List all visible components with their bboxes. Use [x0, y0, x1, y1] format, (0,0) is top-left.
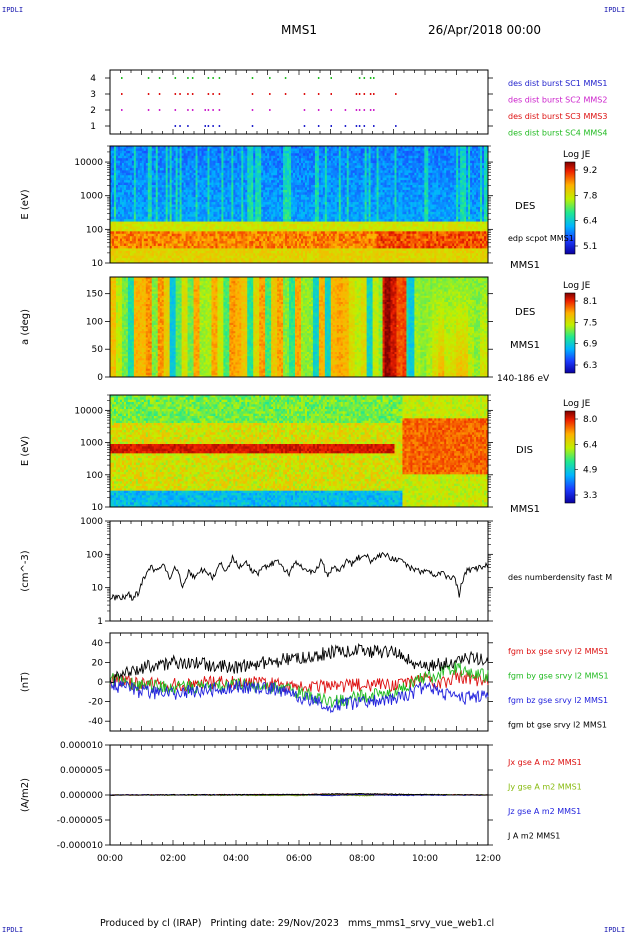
burst-mark-sc4: [359, 77, 361, 79]
burst-mark-sc4: [219, 77, 221, 79]
burst-mark-sc2: [364, 109, 366, 111]
burst-mark-sc1: [356, 125, 358, 127]
burst-mark-sc4: [364, 77, 366, 79]
burst-mark-sc2: [187, 109, 189, 111]
burst-mark-sc1: [345, 125, 347, 127]
burst-mark-sc3: [370, 93, 372, 95]
burst-mark-sc2: [269, 109, 271, 111]
burst-mark-sc3: [373, 93, 375, 95]
burst-mark-sc4: [212, 77, 214, 79]
burst-mark-sc3: [318, 93, 320, 95]
burst-mark-sc3: [159, 93, 161, 95]
burst-mark-sc2: [148, 109, 150, 111]
burst-mark-sc3: [252, 93, 254, 95]
burst-mark-sc2: [304, 109, 306, 111]
burst-mark-sc4: [269, 77, 271, 79]
burst-mark-sc1: [395, 125, 397, 127]
burst-mark-sc1: [331, 125, 333, 127]
burst-mark-sc1: [252, 125, 254, 127]
burst-mark-sc1: [179, 125, 181, 127]
burst-mark-sc4: [175, 77, 177, 79]
burst-mark-sc1: [304, 125, 306, 127]
burst-mark-sc4: [252, 77, 254, 79]
burst-mark-sc3: [359, 93, 361, 95]
burst-mark-sc2: [359, 109, 361, 111]
burst-mark-sc2: [370, 109, 372, 111]
burst-mark-sc2: [205, 109, 207, 111]
burst-mark-sc3: [212, 93, 214, 95]
burst-mark-sc4: [318, 77, 320, 79]
burst-mark-sc3: [356, 93, 358, 95]
burst-legend-sc4: des dist burst SC4 MMS4: [508, 129, 607, 138]
burst-mark-sc3: [269, 93, 271, 95]
burst-mark-sc4: [370, 77, 372, 79]
panel-1-heatmap-cells: [110, 146, 488, 263]
burst-mark-sc1: [205, 125, 207, 127]
burst-mark-sc1: [208, 125, 210, 127]
burst-mark-sc3: [285, 93, 287, 95]
burst-mark-sc4: [285, 77, 287, 79]
burst-mark-sc4: [187, 77, 189, 79]
burst-ytick-label: 4: [90, 74, 96, 84]
burst-mark-sc3: [121, 93, 123, 95]
burst-mark-sc1: [175, 125, 177, 127]
burst-mark-sc2: [356, 109, 358, 111]
burst-mark-sc2: [208, 109, 210, 111]
burst-mark-sc4: [159, 77, 161, 79]
burst-ytick-label: 2: [90, 106, 96, 116]
panel-0-frame: [110, 70, 488, 134]
burst-mark-sc1: [219, 125, 221, 127]
burst-mark-sc3: [304, 93, 306, 95]
burst-mark-sc2: [159, 109, 161, 111]
burst-mark-sc2: [252, 109, 254, 111]
burst-mark-sc3: [219, 93, 221, 95]
burst-legend-sc2: des dist burst SC2 MMS2: [508, 96, 607, 105]
burst-mark-sc2: [318, 109, 320, 111]
burst-mark-sc1: [212, 125, 214, 127]
burst-mark-sc1: [187, 125, 189, 127]
burst-mark-sc2: [175, 109, 177, 111]
burst-mark-sc2: [212, 109, 214, 111]
burst-mark-sc2: [219, 109, 221, 111]
burst-legend-sc3: des dist burst SC3 MMS3: [508, 112, 607, 121]
burst-mark-sc3: [192, 93, 194, 95]
burst-mark-sc3: [175, 93, 177, 95]
burst-mark-sc3: [148, 93, 150, 95]
burst-mark-sc4: [192, 77, 194, 79]
burst-mark-sc4: [148, 77, 150, 79]
burst-mark-sc4: [373, 77, 375, 79]
burst-mark-sc1: [359, 125, 361, 127]
burst-mark-sc2: [345, 109, 347, 111]
burst-ytick-label: 3: [90, 90, 96, 100]
burst-mark-sc1: [318, 125, 320, 127]
burst-mark-sc3: [364, 93, 366, 95]
burst-mark-sc1: [373, 125, 375, 127]
burst-mark-sc3: [395, 93, 397, 95]
burst-mark-sc2: [331, 109, 333, 111]
burst-mark-sc4: [331, 77, 333, 79]
burst-mark-sc3: [208, 93, 210, 95]
burst-mark-sc2: [121, 109, 123, 111]
burst-mark-sc4: [208, 77, 210, 79]
burst-mark-sc1: [364, 125, 366, 127]
burst-mark-sc3: [187, 93, 189, 95]
burst-mark-sc2: [192, 109, 194, 111]
burst-ytick-label: 1: [90, 122, 96, 132]
burst-mark-sc3: [331, 93, 333, 95]
burst-legend-sc1: des dist burst SC1 MMS1: [508, 79, 607, 88]
burst-mark-sc4: [121, 77, 123, 79]
burst-mark-sc3: [179, 93, 181, 95]
burst-mark-sc2: [373, 109, 375, 111]
